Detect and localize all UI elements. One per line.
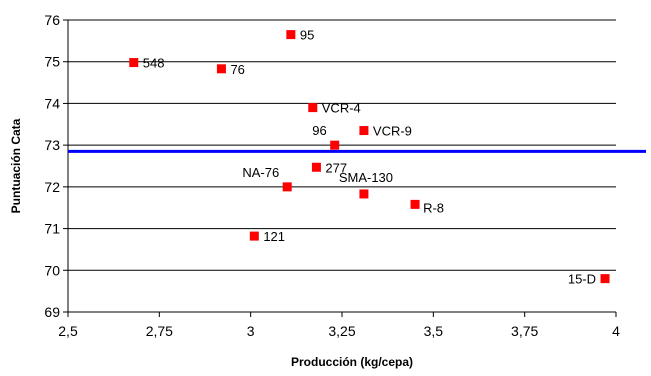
point-label: 15-D [568, 272, 596, 287]
data-point [359, 189, 368, 198]
x-tick-label: 3 [247, 323, 255, 339]
point-label: 76 [230, 62, 244, 77]
data-point [308, 103, 317, 112]
y-tick-label: 76 [44, 12, 60, 28]
y-tick-label: 69 [44, 304, 60, 320]
x-tick-label: 3,75 [511, 323, 538, 339]
data-point [217, 64, 226, 73]
data-point [312, 163, 321, 172]
point-label: 121 [263, 229, 285, 244]
point-label: 96 [312, 123, 326, 138]
data-point [330, 141, 339, 150]
y-tick-label: 73 [44, 137, 60, 153]
data-point [250, 232, 259, 241]
data-point [286, 30, 295, 39]
point-label: VCR-9 [373, 124, 412, 139]
x-tick-label: 2,5 [58, 323, 78, 339]
point-label: VCR-4 [322, 101, 361, 116]
y-tick-label: 74 [44, 95, 60, 111]
data-point [411, 200, 420, 209]
y-tick-label: 72 [44, 179, 60, 195]
x-tick-label: 2,75 [146, 323, 173, 339]
y-tick-label: 70 [44, 262, 60, 278]
y-axis-title: Puntuación Cata [9, 118, 23, 213]
x-tick-label: 3,25 [328, 323, 355, 339]
point-label: R-8 [423, 200, 444, 215]
data-point [601, 274, 610, 283]
point-label: SMA-130 [339, 170, 393, 185]
point-label: NA-76 [242, 165, 279, 180]
x-tick-label: 4 [612, 323, 620, 339]
point-label: 548 [143, 56, 165, 71]
x-axis-title: Producción (kg/cepa) [291, 355, 413, 369]
point-label: 95 [300, 28, 314, 43]
x-tick-label: 3,5 [424, 323, 444, 339]
data-points [129, 30, 609, 283]
y-tick-label: 75 [44, 54, 60, 70]
data-point [283, 182, 292, 191]
data-point [129, 58, 138, 67]
y-tick-label: 71 [44, 221, 60, 237]
data-point [359, 126, 368, 135]
